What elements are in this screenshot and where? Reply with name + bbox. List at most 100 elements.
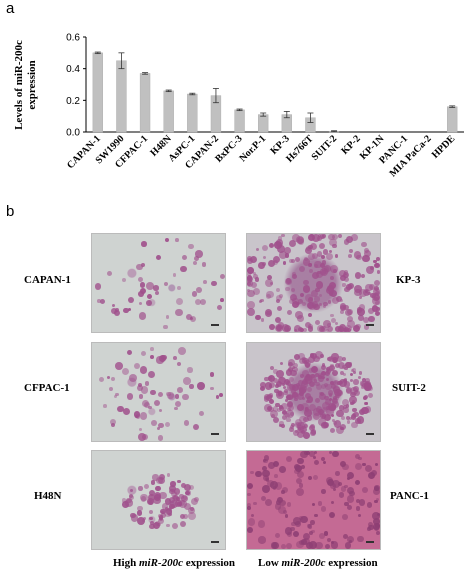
stained-cell: [282, 385, 287, 390]
stained-cell: [329, 250, 333, 254]
stained-cell: [314, 260, 322, 269]
stained-cell: [307, 301, 315, 309]
stained-cell: [319, 391, 323, 395]
stained-cell: [275, 503, 282, 510]
stained-cell: [252, 272, 256, 276]
stained-cell: [314, 459, 320, 465]
stained-cell: [192, 423, 199, 430]
stained-cell: [323, 460, 327, 464]
stained-cell: [263, 455, 270, 461]
stained-cell: [291, 422, 295, 427]
stained-cell: [285, 381, 291, 387]
cell-line-label-cfpac-1: CFPAC-1: [24, 382, 70, 394]
stained-cell: [328, 234, 335, 241]
stained-cell: [247, 502, 252, 507]
bar: [447, 106, 458, 133]
stained-cell: [351, 421, 358, 429]
stained-cell: [150, 390, 156, 396]
stained-cell: [305, 451, 310, 456]
stained-cell: [299, 358, 306, 365]
caption-high-pre: High: [113, 557, 139, 569]
stained-cell: [334, 321, 338, 325]
stained-cell: [346, 319, 355, 328]
stained-cell: [334, 326, 341, 332]
stained-cell: [296, 487, 305, 496]
stained-cell: [336, 296, 343, 303]
stained-cell: [330, 276, 334, 281]
stained-cell: [290, 412, 295, 416]
stained-cell: [346, 495, 355, 503]
stained-cell: [122, 501, 129, 509]
stained-cell: [361, 241, 367, 248]
stained-cell: [263, 393, 270, 400]
stained-cell: [364, 382, 373, 391]
stained-cell: [297, 380, 304, 386]
stained-cell: [175, 308, 183, 317]
stained-cell: [133, 362, 140, 369]
stained-cell: [343, 276, 350, 283]
stained-cell: [346, 236, 354, 244]
stained-cell: [351, 234, 358, 241]
stained-cell: [325, 383, 333, 391]
stained-cell: [180, 265, 187, 273]
stained-cell: [152, 474, 159, 481]
stained-cell: [272, 486, 276, 490]
bar: [187, 93, 198, 133]
stained-cell: [363, 249, 372, 258]
stained-cell: [292, 366, 299, 373]
stained-cell: [333, 386, 340, 393]
stained-cell: [281, 414, 288, 421]
stained-cell: [259, 382, 266, 389]
stained-cell: [297, 403, 305, 411]
stained-cell: [343, 381, 351, 388]
stained-cell: [333, 379, 340, 386]
stained-cell: [361, 406, 369, 415]
axes: 0.0 0.2 0.4 0.6: [66, 33, 464, 139]
stained-cell: [330, 541, 339, 549]
stained-cell: [312, 456, 316, 460]
stained-cell: [313, 475, 319, 481]
stained-cell: [346, 420, 351, 424]
caption-high-italic: miR-200c: [138, 557, 183, 569]
stained-cell: [251, 514, 255, 518]
stained-cell: [352, 370, 356, 375]
scale-bar: [366, 324, 374, 326]
stained-cell: [183, 377, 192, 386]
bar: [163, 90, 174, 133]
stained-cell: [340, 310, 345, 314]
stained-cell: [108, 386, 113, 392]
stained-cell: [279, 251, 288, 260]
stained-cell: [313, 412, 321, 421]
stained-cell: [317, 375, 324, 382]
stained-cell: [368, 525, 374, 531]
stained-cell: [344, 542, 352, 549]
stained-cell: [133, 411, 140, 418]
stained-cell: [305, 246, 313, 254]
stained-cell: [187, 512, 196, 521]
stained-cell: [344, 367, 348, 371]
stained-cell: [287, 407, 291, 412]
stained-cell: [363, 324, 370, 330]
stained-cell: [314, 397, 320, 404]
stained-cell: [247, 255, 253, 262]
stained-cell: [339, 275, 346, 282]
stained-cell: [172, 273, 176, 277]
stained-cell: [362, 487, 369, 494]
stained-cell: [264, 377, 269, 382]
stained-cell: [331, 297, 339, 305]
stained-cell: [277, 236, 283, 242]
stained-cell: [288, 366, 294, 372]
stained-cell: [319, 262, 326, 269]
stained-cell: [356, 416, 364, 424]
stained-cell: [306, 396, 314, 404]
stained-cell: [320, 269, 326, 275]
stained-cell: [337, 234, 343, 239]
stained-cell: [327, 355, 335, 363]
stained-cell: [300, 426, 308, 434]
stained-cell: [151, 420, 158, 426]
stained-cell: [303, 416, 309, 423]
stained-cell: [159, 409, 163, 413]
stained-cell: [276, 408, 282, 413]
stained-cell: [307, 524, 313, 529]
stained-cell: [188, 243, 194, 250]
